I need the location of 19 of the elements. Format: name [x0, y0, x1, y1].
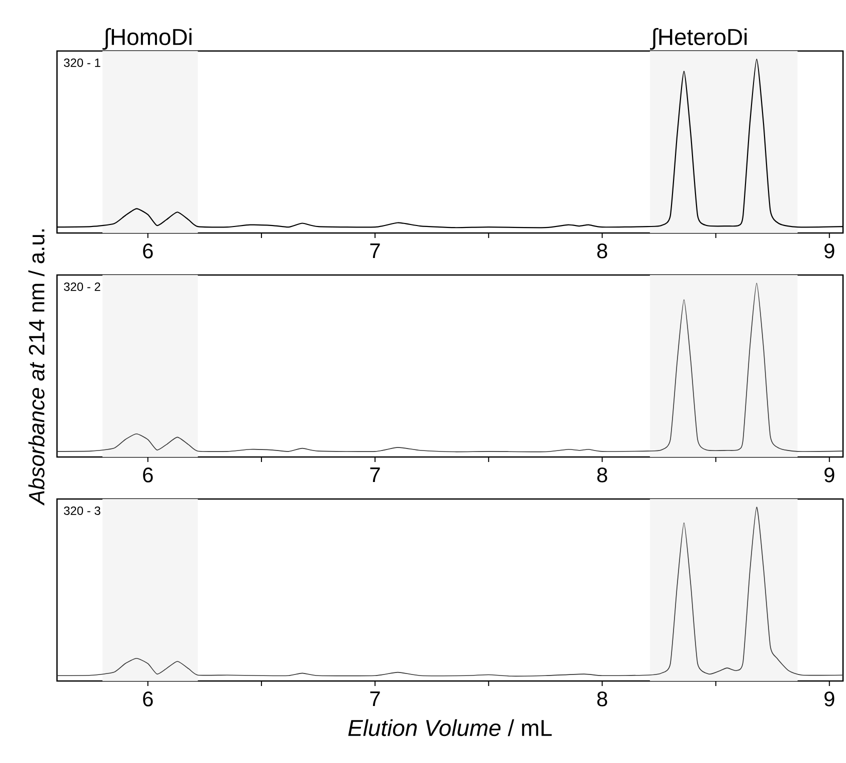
x-tick-label: 7 [370, 692, 380, 706]
x-tick-label: 8 [597, 468, 608, 482]
x-tick-label: 7 [370, 468, 380, 482]
x-tick-label: 7 [370, 244, 380, 258]
band-label: ∫HeteroDi [650, 28, 747, 50]
x-tick-label: 9 [824, 468, 834, 482]
x-tick-label: 8 [597, 244, 608, 258]
chart-title: 320 - 1 [64, 58, 100, 67]
x-axis-title: Elution Volume / mL [348, 719, 552, 736]
chart-title: 320 - 3 [64, 506, 100, 515]
band-label: ∫HomoDi [102, 28, 192, 50]
x-tick-label: 6 [143, 468, 153, 482]
x-tick-label: 6 [143, 692, 153, 706]
x-tick-label: 6 [143, 244, 153, 258]
x-tick-label: 8 [597, 692, 608, 706]
x-tick-label: 9 [824, 244, 834, 258]
y-axis-title: Absorbance at 214 nm / a.u. [28, 229, 44, 506]
x-tick-label: 9 [824, 692, 834, 706]
chart-title: 320 - 2 [64, 282, 100, 291]
